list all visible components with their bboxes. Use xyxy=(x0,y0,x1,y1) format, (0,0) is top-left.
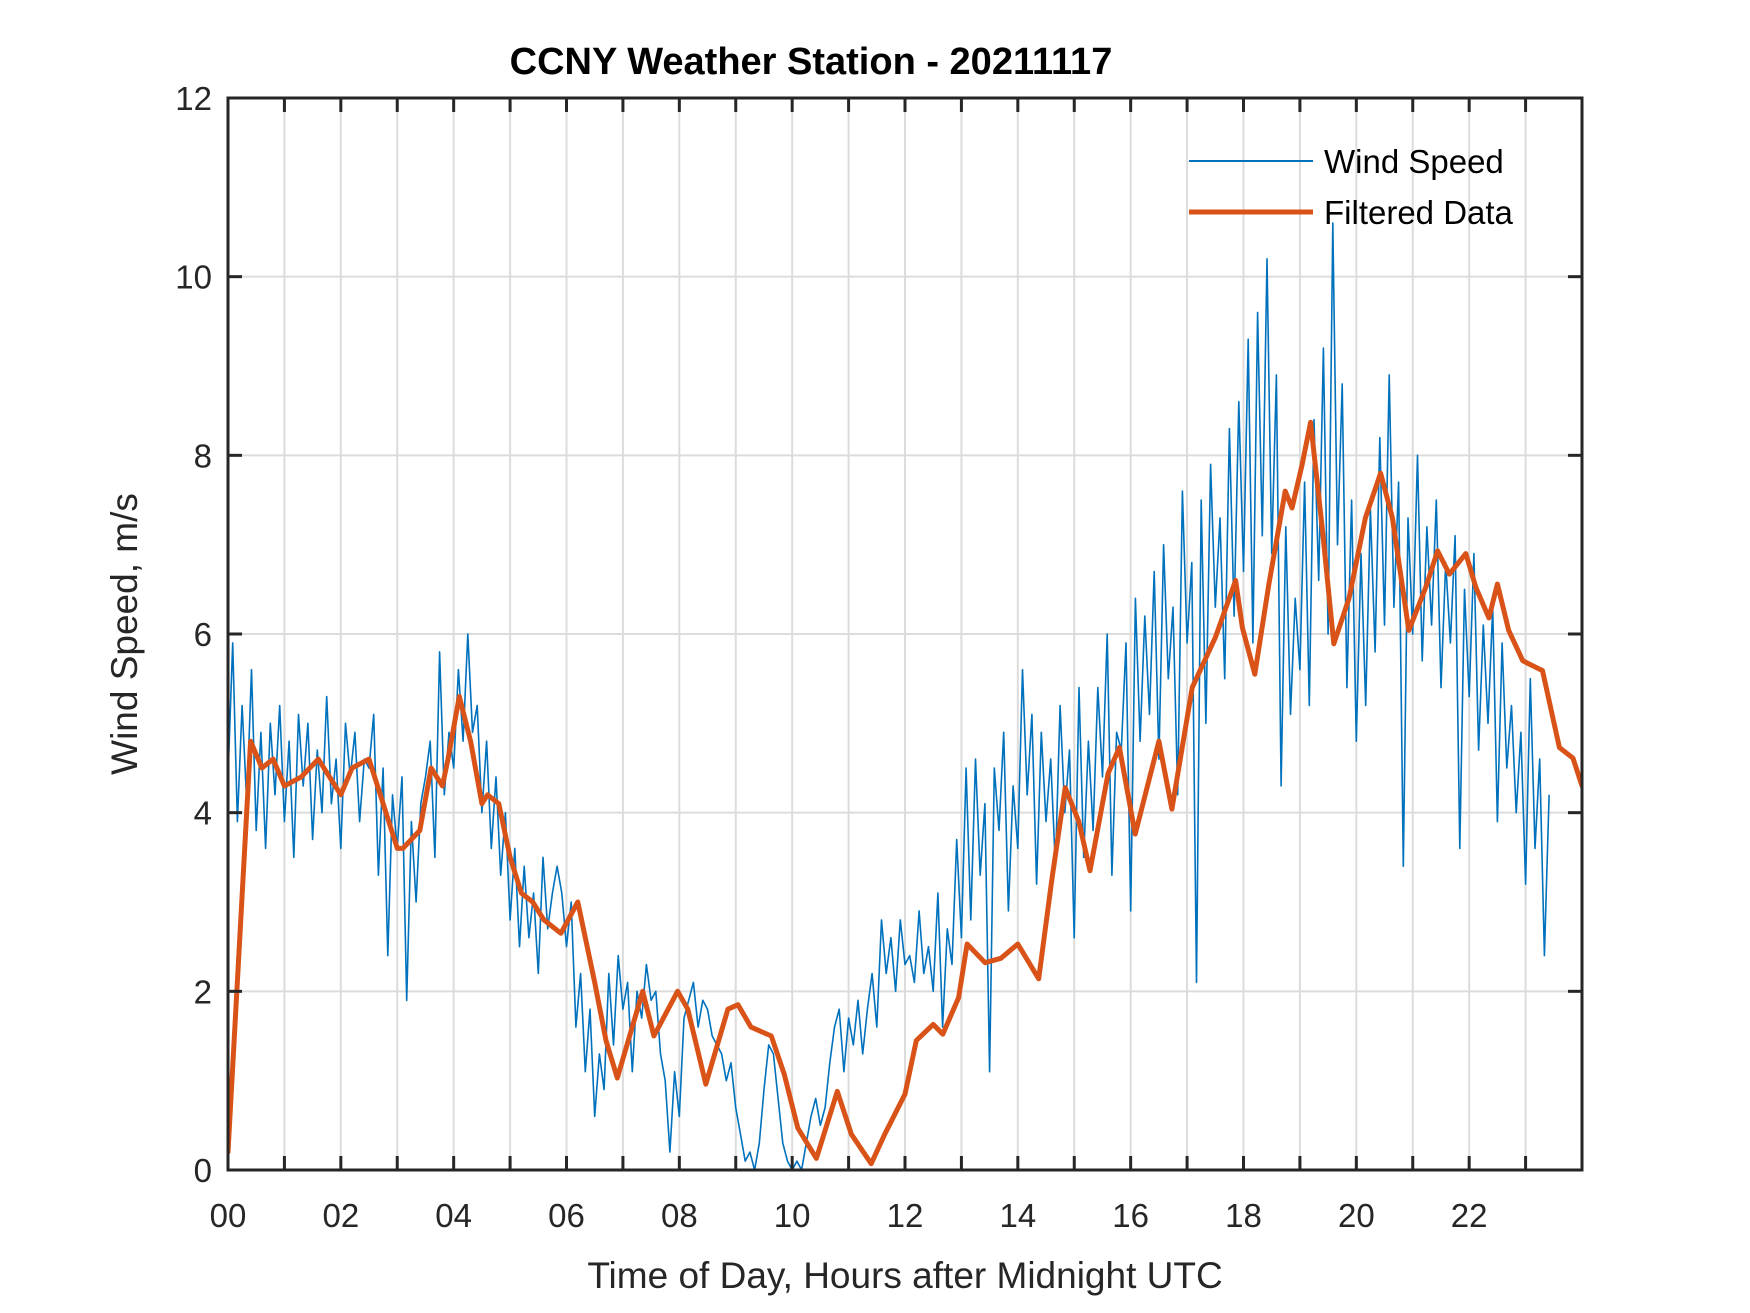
x-tick-label: 18 xyxy=(1225,1197,1262,1234)
x-tick-label: 14 xyxy=(999,1197,1036,1234)
y-tick-label: 8 xyxy=(194,437,212,474)
chart-title: CCNY Weather Station - 20211117 xyxy=(510,41,1113,83)
y-axis-label: Wind Speed, m/s xyxy=(104,493,145,775)
y-tick-label: 0 xyxy=(194,1152,212,1189)
x-axis-label: Time of Day, Hours after Midnight UTC xyxy=(587,1255,1222,1296)
x-tick-label: 08 xyxy=(661,1197,698,1234)
axis-ticks xyxy=(228,98,1582,1170)
x-tick-labels: 00 02 04 06 08 10 12 14 16 18 20 22 xyxy=(210,1197,1488,1234)
x-tick-label: 00 xyxy=(210,1197,247,1234)
x-tick-label: 04 xyxy=(435,1197,472,1234)
x-tick-label: 06 xyxy=(548,1197,585,1234)
x-tick-label: 12 xyxy=(887,1197,924,1234)
y-tick-label: 6 xyxy=(194,616,212,653)
legend-item-filtered-data: Filtered Data xyxy=(1189,194,1514,231)
legend-label-wind-speed: Wind Speed xyxy=(1324,143,1504,180)
y-tick-labels: 0 2 4 6 8 10 12 xyxy=(175,80,212,1189)
x-tick-label: 10 xyxy=(774,1197,811,1234)
legend: Wind Speed Filtered Data xyxy=(1189,143,1514,231)
x-tick-label: 22 xyxy=(1451,1197,1488,1234)
series-wind-speed-line xyxy=(228,222,1550,1171)
legend-item-wind-speed: Wind Speed xyxy=(1189,143,1504,180)
x-tick-label: 02 xyxy=(322,1197,359,1234)
y-tick-label: 4 xyxy=(194,795,212,832)
legend-label-filtered-data: Filtered Data xyxy=(1324,194,1514,231)
series-filtered-data-line xyxy=(228,419,1582,1167)
y-tick-label: 2 xyxy=(194,973,212,1010)
y-tick-label: 10 xyxy=(175,259,212,296)
x-tick-label: 16 xyxy=(1112,1197,1149,1234)
x-tick-label: 20 xyxy=(1338,1197,1375,1234)
y-tick-label: 12 xyxy=(175,80,212,117)
